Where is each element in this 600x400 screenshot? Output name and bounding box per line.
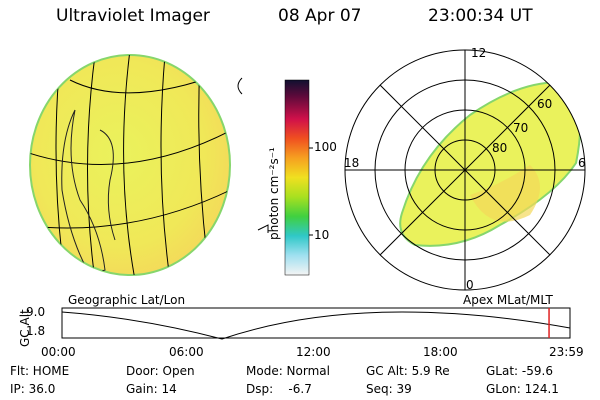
colorbar: [284, 79, 313, 276]
orbit-xtick-3: 18:00: [423, 345, 458, 359]
date-label: 08 Apr 07: [278, 6, 362, 26]
orbit-ytick-high: 9.0: [26, 305, 46, 319]
mlat-label-60: 60: [537, 97, 553, 111]
status-gcalt: GC Alt: 5.9 Re: [366, 364, 450, 378]
status-seq: Seq: 39: [366, 382, 412, 396]
instrument-title: Ultraviolet Imager: [56, 6, 210, 26]
status-glon: GLon: 124.1: [486, 382, 559, 396]
orbit-xtick-0: 00:00: [41, 345, 76, 359]
status-mode: Mode: Normal: [246, 364, 330, 378]
status-ip: IP: 36.0: [10, 382, 56, 396]
mlat-label-80: 80: [492, 141, 508, 155]
auroral-oval: [399, 81, 582, 247]
mlt-label-18: 18: [344, 156, 360, 170]
orbit-xtick-1: 06:00: [169, 345, 204, 359]
earth-disk: [29, 54, 231, 276]
geographic-image: [29, 54, 269, 276]
status-glat: GLat: -59.6: [486, 364, 553, 378]
orbit-altitude-plot: [61, 307, 571, 340]
orbit-xtick-2: 12:00: [296, 345, 331, 359]
mlt-label-12: 12: [471, 46, 487, 60]
orbit-xtick-4: 23:59: [549, 345, 584, 359]
colorbar-tick-10: 10: [314, 228, 330, 242]
time-label: 23:00:34 UT: [428, 6, 533, 26]
orbit-ytick-low: 1.8: [26, 324, 46, 338]
status-door: Door: Open: [126, 364, 195, 378]
left-panel-caption: Geographic Lat/Lon: [68, 293, 186, 307]
mlt-label-0: 0: [466, 278, 474, 292]
status-flt: Flt: HOME: [10, 364, 70, 378]
status-gain: Gain: 14: [126, 382, 177, 396]
colorbar-tick-100: 100: [314, 140, 337, 154]
status-dsp: Dsp: -6.7: [246, 382, 312, 396]
mlat-label-70: 70: [513, 121, 529, 135]
colorbar-unit-label: photon cm⁻²s⁻¹: [267, 147, 281, 240]
mlt-label-6: 6: [578, 156, 586, 170]
polar-plot: [344, 49, 586, 291]
altitude-curve: [61, 311, 571, 340]
right-panel-caption: Apex MLat/MLT: [463, 293, 553, 307]
